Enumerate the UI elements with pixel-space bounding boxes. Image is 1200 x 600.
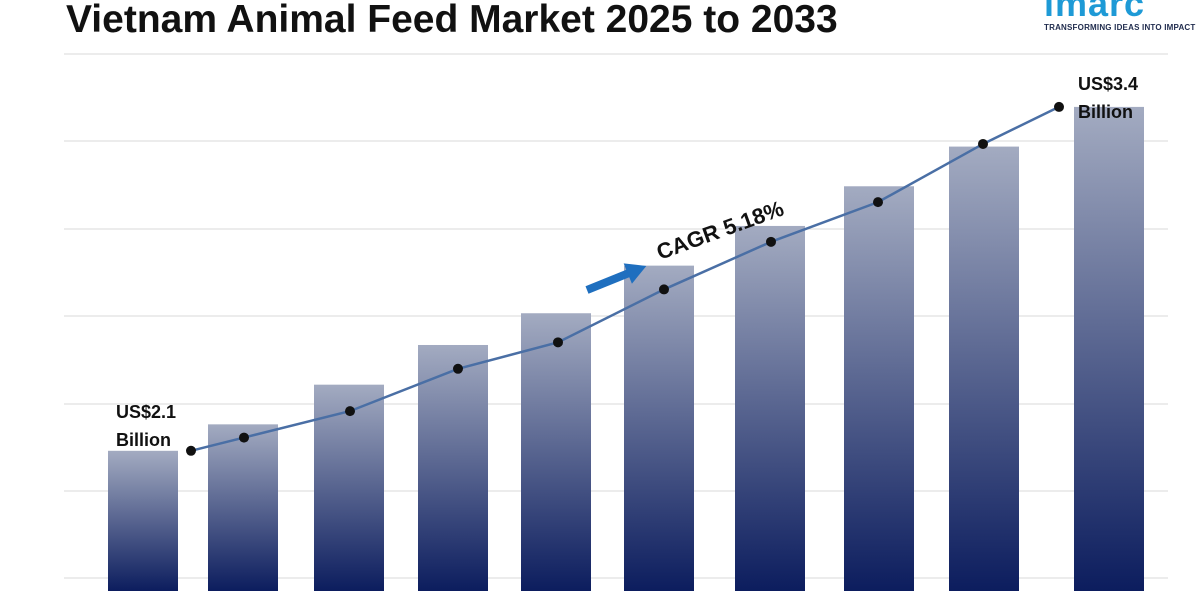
trend-marker-9	[978, 138, 988, 149]
logo-wordmark: imarc	[1044, 0, 1146, 24]
trend-marker-3	[345, 406, 355, 417]
trend-marker-2	[239, 432, 249, 443]
bar-1	[108, 450, 178, 591]
bar-6	[624, 265, 694, 591]
cagr-arrow	[585, 263, 647, 294]
trend-marker-7	[766, 236, 776, 247]
trend-marker-10	[1054, 101, 1064, 112]
bar-4	[418, 344, 488, 591]
bar-5	[521, 313, 591, 591]
trend-line-group	[186, 101, 1064, 456]
end-value-label: US$3.4	[1078, 74, 1138, 94]
bars	[108, 106, 1144, 592]
cagr-arrow-head	[623, 263, 647, 284]
page-title: Vietnam Animal Feed Market 2025 to 2033	[66, 0, 838, 41]
bar-7	[735, 225, 805, 592]
trend-marker-5	[553, 337, 563, 348]
trend-marker-4	[453, 363, 463, 374]
bar-8	[844, 186, 914, 592]
imarc-logo: imarc TRANSFORMING IDEAS INTO IMPACT	[1040, 0, 1200, 40]
bar-2	[208, 424, 278, 591]
end-unit-label: Billion	[1078, 102, 1133, 122]
logo-tagline: TRANSFORMING IDEAS INTO IMPACT	[1044, 23, 1196, 32]
trend-marker-1	[186, 445, 196, 456]
bar-9	[949, 146, 1019, 591]
trend-marker-8	[873, 197, 883, 208]
trend-marker-6	[659, 284, 669, 295]
bar-3	[314, 384, 384, 591]
cagr-arrow-shaft	[585, 269, 632, 294]
trend-line	[190, 105, 1060, 453]
start-unit-label: Billion	[116, 430, 171, 450]
start-value-label: US$2.1	[116, 402, 176, 422]
cagr-arrow-group	[585, 263, 647, 294]
bar-10	[1074, 106, 1144, 591]
